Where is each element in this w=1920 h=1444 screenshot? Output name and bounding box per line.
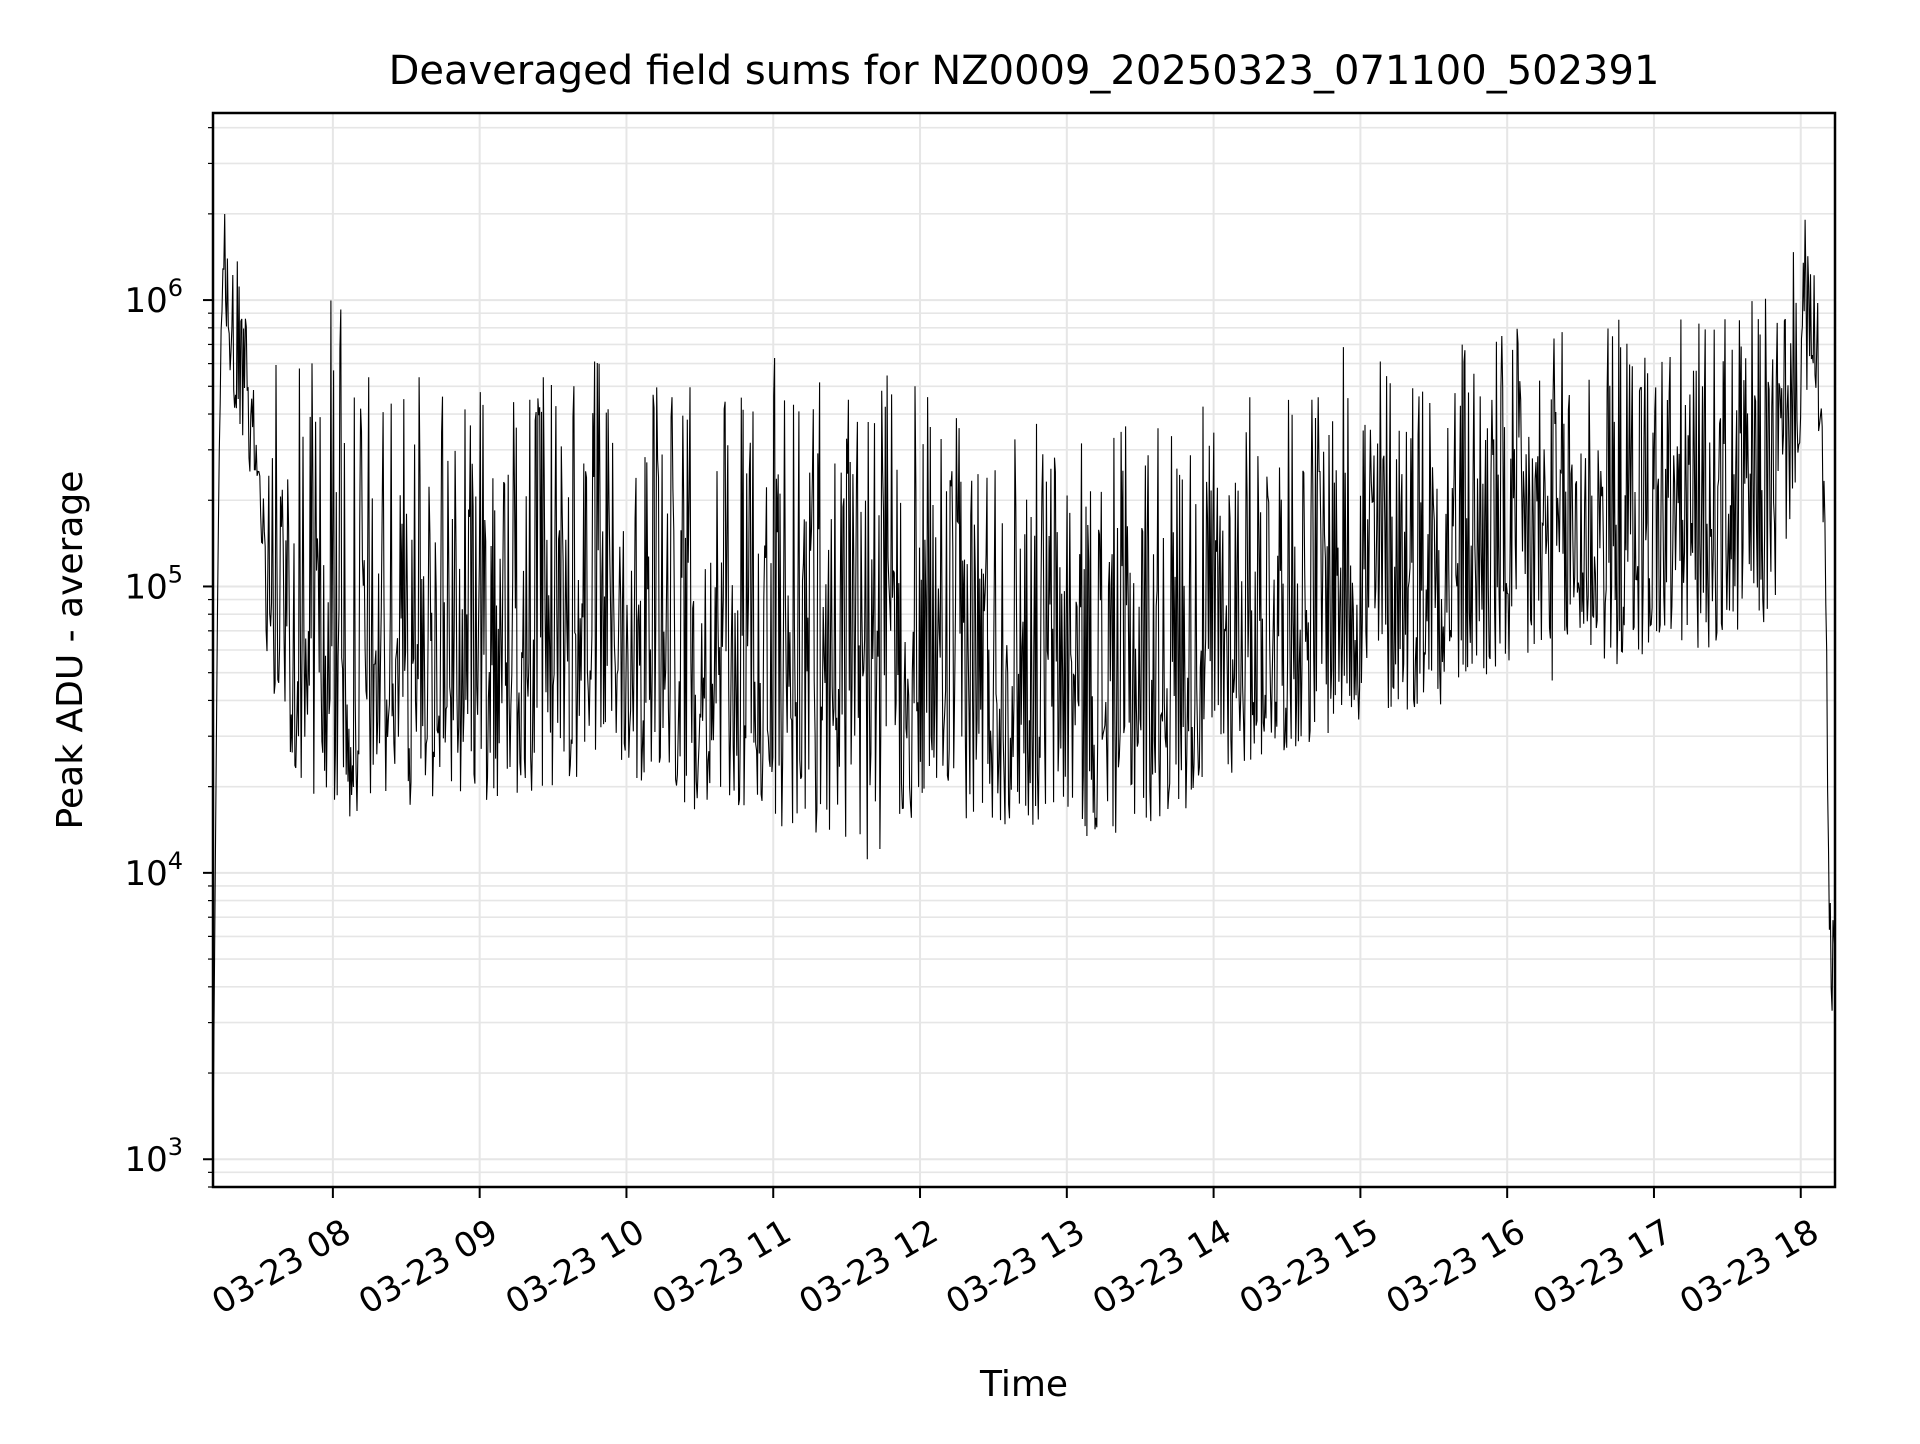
series-group bbox=[212, 213, 1836, 1148]
y-tick-label: 106 bbox=[124, 274, 183, 321]
y-tick-label: 104 bbox=[124, 847, 183, 894]
y-tick-label: 103 bbox=[124, 1133, 183, 1180]
chart-title: Deaveraged field sums for NZ0009_2025032… bbox=[389, 48, 1660, 94]
y-axis-label: Peak ADU - average bbox=[50, 471, 91, 830]
series-line bbox=[212, 213, 1836, 1148]
y-tick-label: 105 bbox=[124, 560, 183, 607]
x-axis-label: Time bbox=[979, 1364, 1068, 1405]
